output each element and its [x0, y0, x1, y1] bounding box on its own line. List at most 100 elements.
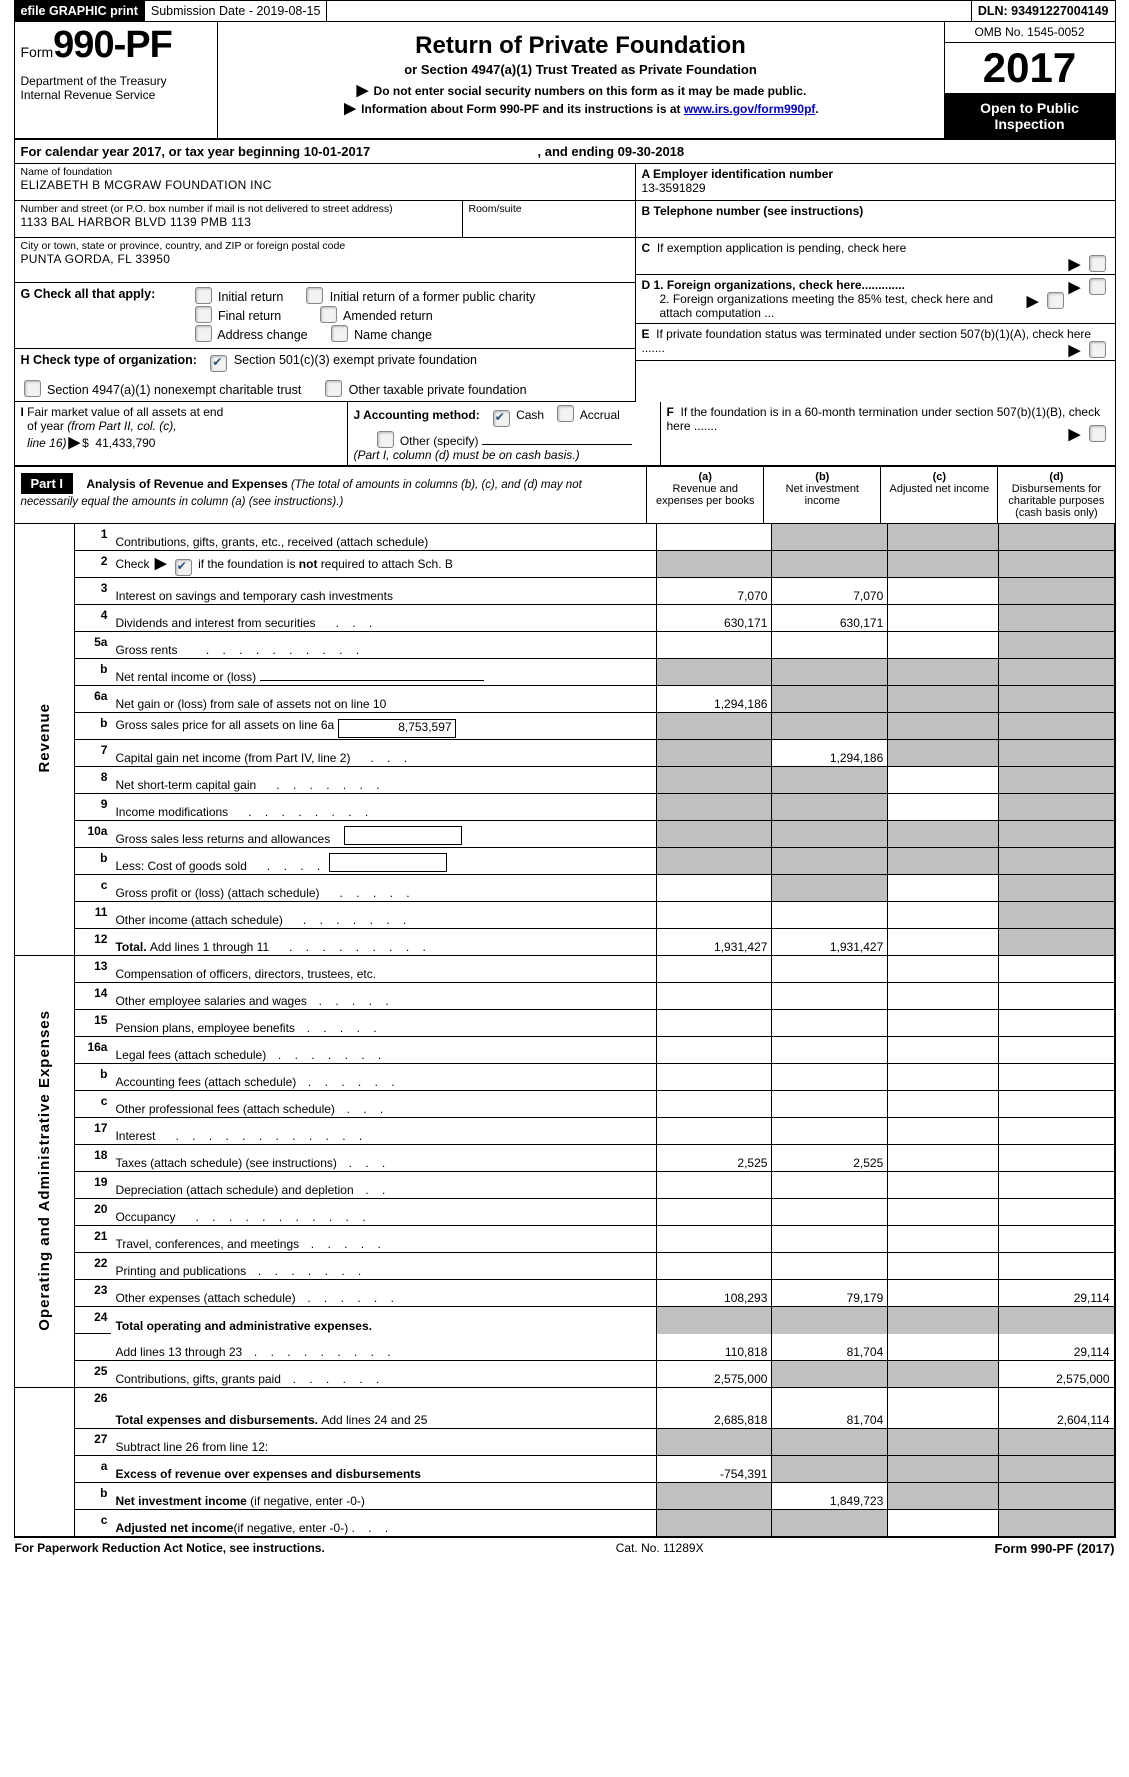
g-initial-former: Initial return of a former public charit… — [330, 290, 536, 304]
checkbox-accrual[interactable] — [557, 405, 574, 422]
checkbox-initial-former[interactable] — [306, 287, 323, 304]
top-bar: efile GRAPHIC print Submission Date - 20… — [15, 1, 1115, 22]
f-box: F If the foundation is in a 60-month ter… — [661, 402, 1115, 465]
form-subtitle: or Section 4947(a)(1) Trust Treated as P… — [224, 62, 938, 77]
arrow-icon: ▶ — [344, 100, 356, 117]
line-17: Interest — [115, 1129, 155, 1143]
g-label: G Check all that apply: — [21, 287, 186, 301]
l27a-col-a: -754,391 — [656, 1456, 772, 1483]
line-19: Depreciation (attach schedule) and deple… — [115, 1183, 353, 1197]
l24-col-a: 110,818 — [656, 1334, 772, 1361]
arrow-icon: ▶ — [357, 82, 369, 99]
dln-label: DLN: 93491227004149 — [971, 1, 1115, 21]
open-to-public: Open to Public Inspection — [945, 94, 1115, 138]
checkbox-c[interactable] — [1089, 255, 1106, 272]
line-22: Printing and publications — [115, 1264, 246, 1278]
l4-col-a: 630,171 — [656, 605, 772, 632]
line-18: Taxes (attach schedule) (see instruction… — [115, 1156, 336, 1170]
line-16b: Accounting fees (attach schedule) — [115, 1075, 296, 1089]
footer-right: Form 990-PF (2017) — [995, 1541, 1115, 1556]
line-26-label: Total expenses and disbursements. — [115, 1413, 321, 1427]
j-accrual: Accrual — [580, 408, 620, 422]
line-24-label: Total operating and administrative expen… — [115, 1319, 372, 1333]
line-2: Check ▶ if the foundation is not require… — [111, 551, 656, 578]
arrow-icon: ▶ — [69, 434, 81, 451]
l24-col-b: 81,704 — [772, 1334, 888, 1361]
identity-right: A Employer identification number 13-3591… — [635, 164, 1115, 402]
checkbox-d1[interactable] — [1089, 278, 1106, 295]
arrow-icon: ▶ — [1027, 293, 1039, 310]
checkbox-d2[interactable] — [1047, 292, 1064, 309]
line-27c: Adjusted net income — [115, 1521, 233, 1535]
checkbox-cash[interactable] — [493, 410, 510, 427]
city-label: City or town, state or province, country… — [21, 240, 629, 252]
g-addr-change: Address change — [217, 328, 307, 342]
checkbox-4947[interactable] — [24, 380, 41, 397]
g-final: Final return — [218, 309, 281, 323]
line-5b: Net rental income or (loss) — [115, 670, 256, 684]
form-title: Return of Private Foundation — [224, 32, 938, 60]
checkbox-other-method[interactable] — [377, 431, 394, 448]
tax-year: 2017 — [945, 43, 1115, 94]
line-23: Other expenses (attach schedule) — [115, 1291, 295, 1305]
checkbox-e[interactable] — [1089, 341, 1106, 358]
line-15: Pension plans, employee benefits — [115, 1021, 294, 1035]
form-number: 990-PF — [53, 24, 172, 66]
checkbox-other-taxable[interactable] — [325, 380, 342, 397]
line-10c: Gross profit or (loss) (attach schedule) — [115, 886, 319, 900]
page-footer: For Paperwork Reduction Act Notice, see … — [7, 1538, 1123, 1559]
g-amended: Amended return — [343, 309, 433, 323]
line-16c: Other professional fees (attach schedule… — [115, 1102, 334, 1116]
g-initial: Initial return — [218, 290, 283, 304]
checkbox-final-return[interactable] — [195, 306, 212, 323]
address-value: 1133 BAL HARBOR BLVD 1139 PMB 113 — [21, 215, 252, 229]
checkbox-amended-return[interactable] — [320, 306, 337, 323]
d1-label: D 1. Foreign organizations, check here..… — [642, 278, 905, 292]
l6a-col-a: 1,294,186 — [656, 686, 772, 713]
identity-left: Name of foundation ELIZABETH B MCGRAW FO… — [15, 164, 635, 402]
col-b-header: (b)Net investment income — [763, 467, 880, 523]
i-box: I Fair market value of all assets at end… — [15, 402, 348, 465]
foundation-name: ELIZABETH B MCGRAW FOUNDATION INC — [21, 178, 272, 192]
part1-title: Analysis of Revenue and Expenses — [86, 477, 287, 491]
l3-col-a: 7,070 — [656, 578, 772, 605]
checkbox-name-change[interactable] — [331, 325, 348, 342]
line-24-text: Add lines 13 through 23 — [115, 1345, 242, 1359]
footer-left: For Paperwork Reduction Act Notice, see … — [15, 1541, 325, 1556]
e-box: E If private foundation status was termi… — [636, 324, 1115, 361]
l6b-value: 8,753,597 — [338, 719, 456, 738]
j-box: J Accounting method: Cash Accrual Other … — [348, 402, 661, 465]
l7-col-b: 1,294,186 — [772, 740, 888, 767]
line-1: Contributions, gifts, grants, etc., rece… — [111, 524, 656, 551]
identity-section: Name of foundation ELIZABETH B MCGRAW FO… — [15, 164, 1115, 402]
l23-col-d: 29,114 — [998, 1280, 1114, 1307]
warn2-pre: Information about Form 990-PF and its in… — [361, 102, 684, 116]
calendar-year-line: For calendar year 2017, or tax year begi… — [15, 140, 1115, 164]
name-label: Name of foundation — [21, 166, 629, 178]
form-prefix: Form — [21, 44, 54, 60]
line-6b: Gross sales price for all assets on line… — [115, 718, 334, 732]
fmv-value: 41,433,790 — [95, 436, 155, 450]
l12-col-a: 1,931,427 — [656, 929, 772, 956]
ijf-block: I Fair market value of all assets at end… — [15, 402, 1115, 467]
l4-col-b: 630,171 — [772, 605, 888, 632]
arrow-icon: ▶ — [1069, 279, 1081, 296]
checkbox-line2[interactable] — [175, 559, 192, 576]
arrow-icon: ▶ — [1069, 342, 1081, 359]
checkbox-address-change[interactable] — [195, 325, 212, 342]
irs-link[interactable]: www.irs.gov/form990pf — [684, 102, 816, 116]
line-20: Occupancy — [115, 1210, 175, 1224]
city-box: City or town, state or province, country… — [15, 238, 635, 283]
l25-col-d: 2,575,000 — [998, 1361, 1114, 1388]
checkbox-f[interactable] — [1089, 425, 1106, 442]
footer-mid: Cat. No. 11289X — [616, 1541, 704, 1556]
checkbox-initial-return[interactable] — [195, 287, 212, 304]
line-27b-note: (if negative, enter -0-) — [250, 1494, 365, 1508]
j-cash: Cash — [516, 408, 544, 422]
col-a-header: (a)Revenue and expenses per books — [646, 467, 763, 523]
checkbox-501c3[interactable] — [210, 355, 227, 372]
submission-date: Submission Date - 2019-08-15 — [145, 1, 328, 21]
line-25: Contributions, gifts, grants paid — [115, 1372, 280, 1386]
line-7: Capital gain net income (from Part IV, l… — [115, 751, 350, 765]
part1-label: Part I — [21, 473, 74, 494]
